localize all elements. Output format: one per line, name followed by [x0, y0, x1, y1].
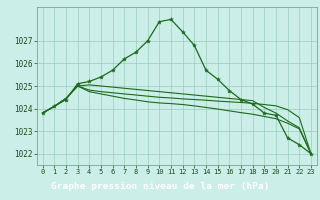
- Text: Graphe pression niveau de la mer (hPa): Graphe pression niveau de la mer (hPa): [51, 182, 269, 191]
